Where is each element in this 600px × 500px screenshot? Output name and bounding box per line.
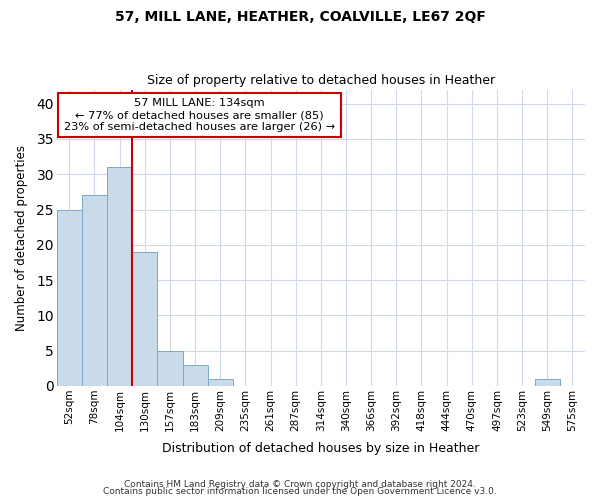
Title: Size of property relative to detached houses in Heather: Size of property relative to detached ho…	[147, 74, 495, 87]
Text: 57, MILL LANE, HEATHER, COALVILLE, LE67 2QF: 57, MILL LANE, HEATHER, COALVILLE, LE67 …	[115, 10, 485, 24]
Bar	[535, 379, 560, 386]
Bar	[208, 379, 233, 386]
Bar	[182, 365, 208, 386]
Bar	[57, 210, 82, 386]
Bar	[107, 167, 132, 386]
Text: 57 MILL LANE: 134sqm
← 77% of detached houses are smaller (85)
23% of semi-detac: 57 MILL LANE: 134sqm ← 77% of detached h…	[64, 98, 335, 132]
Text: Contains HM Land Registry data © Crown copyright and database right 2024.: Contains HM Land Registry data © Crown c…	[124, 480, 476, 489]
Text: Contains public sector information licensed under the Open Government Licence v3: Contains public sector information licen…	[103, 488, 497, 496]
Bar	[157, 350, 182, 386]
Y-axis label: Number of detached properties: Number of detached properties	[15, 145, 28, 331]
X-axis label: Distribution of detached houses by size in Heather: Distribution of detached houses by size …	[162, 442, 479, 455]
Bar	[82, 196, 107, 386]
Bar	[132, 252, 157, 386]
